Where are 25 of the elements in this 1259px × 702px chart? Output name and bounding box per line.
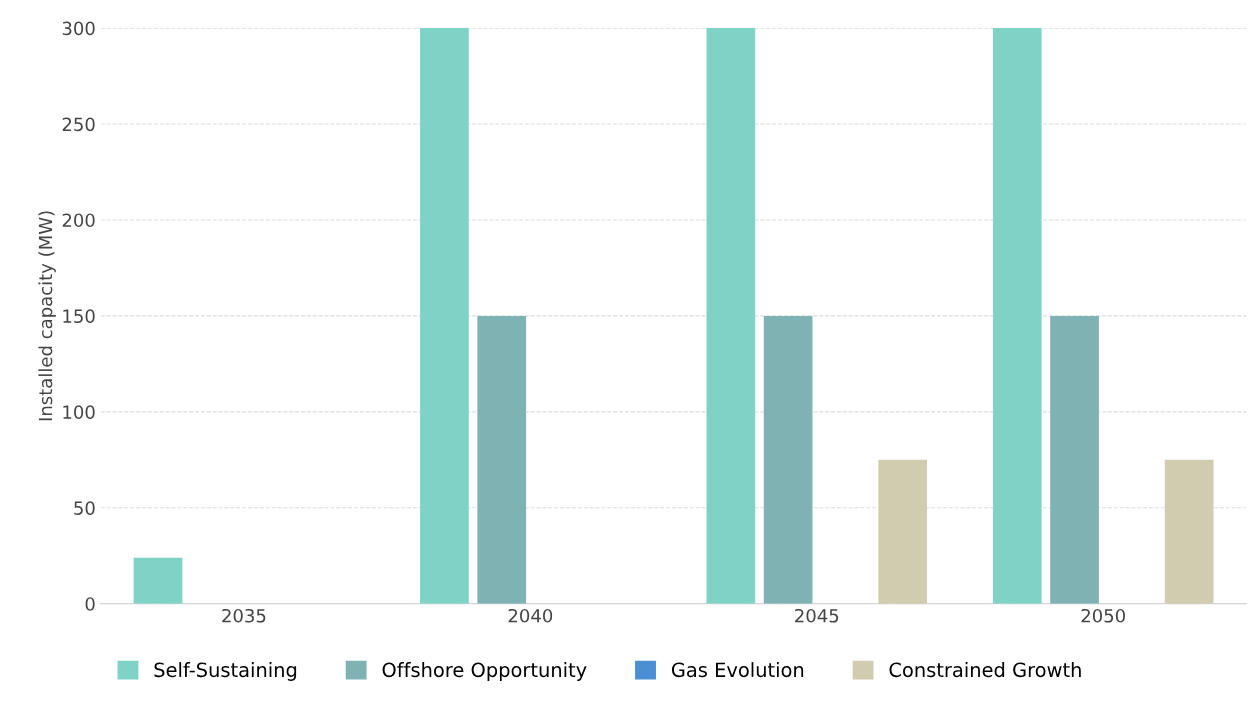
y-tick-label: 100 [63, 405, 95, 419]
y-tick-label: 300 [62, 21, 95, 36]
y-tick-label: 250 [62, 117, 95, 132]
bar [420, 28, 469, 604]
y-tick-label: 50 [74, 501, 95, 515]
legend-label: Self-Sustaining [154, 662, 297, 681]
x-tick-label: 2035 [222, 608, 266, 623]
bar [1050, 315, 1099, 604]
y-tick-label: 200 [62, 213, 95, 228]
bar [133, 557, 183, 604]
y-tick-label: 0 [85, 597, 95, 611]
legend-label: Gas Evolution [671, 662, 804, 678]
x-tick-label: 2045 [795, 608, 839, 623]
legend-label: Constrained Growth [889, 662, 1081, 678]
bar [992, 28, 1042, 604]
bar [706, 28, 756, 604]
bar [763, 315, 813, 604]
bar [878, 459, 928, 604]
bar [1164, 459, 1214, 604]
x-tick-label: 2050 [1081, 608, 1125, 623]
y-tick-label: 150 [63, 309, 95, 324]
x-tick-label: 2040 [508, 608, 553, 623]
bar [477, 315, 527, 604]
y-axis-title: Installed capacity (MW) [38, 211, 56, 421]
legend-label: Offshore Opportunity [382, 662, 587, 681]
